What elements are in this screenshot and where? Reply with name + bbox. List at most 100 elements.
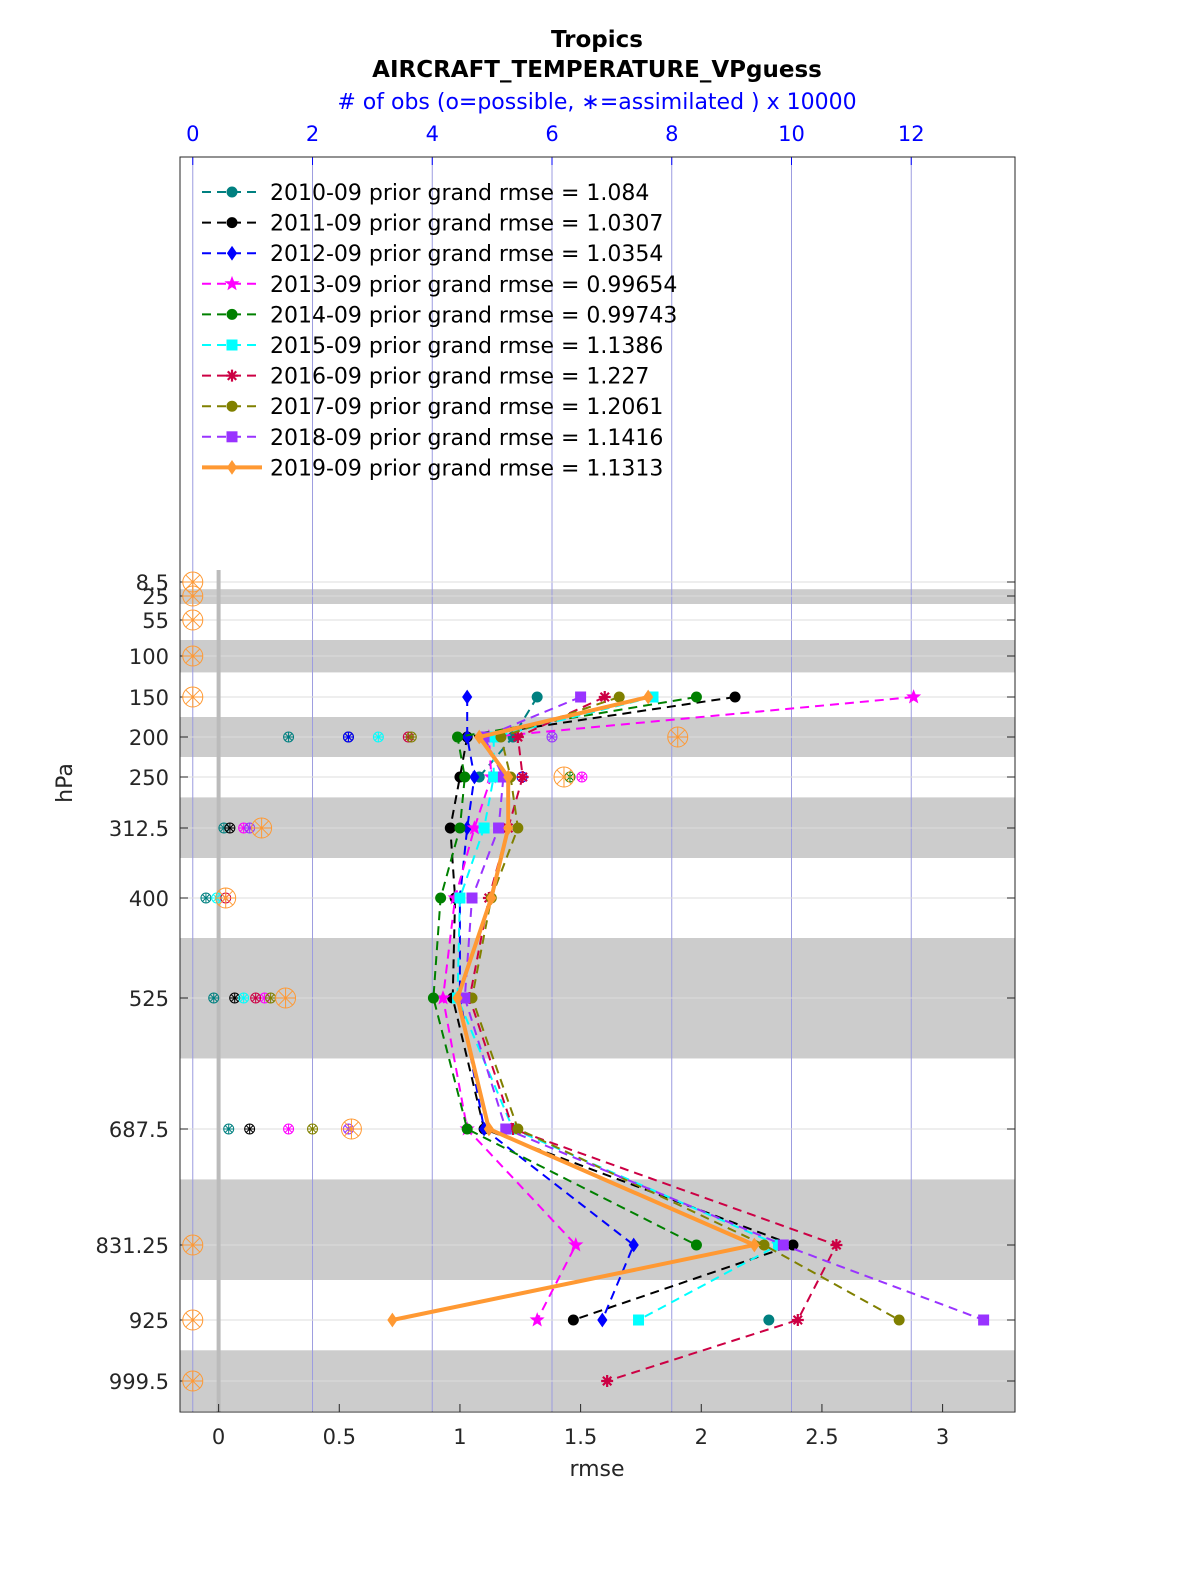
obs-count-marker bbox=[576, 771, 588, 783]
obs-count-marker bbox=[340, 1118, 362, 1140]
obs-assimilated-asterisk bbox=[373, 732, 384, 742]
data-point bbox=[461, 1123, 473, 1135]
obs-assimilated-asterisk bbox=[229, 993, 240, 1003]
legend-entry-label: 2012-09 prior grand rmse = 1.0354 bbox=[270, 242, 663, 267]
data-point bbox=[690, 691, 702, 703]
data-point bbox=[568, 1237, 584, 1252]
data-point bbox=[512, 1123, 524, 1135]
data-point bbox=[598, 691, 611, 703]
data-point bbox=[435, 892, 447, 904]
legend-marker bbox=[226, 217, 238, 229]
data-point bbox=[830, 1239, 843, 1251]
obs-count-marker bbox=[200, 892, 212, 904]
legend-marker bbox=[226, 339, 238, 351]
obs-assimilated-asterisk bbox=[275, 988, 296, 1008]
legend-entry-label: 2010-09 prior grand rmse = 1.084 bbox=[270, 181, 649, 206]
obs-count-marker bbox=[307, 1123, 319, 1135]
obs-count-marker bbox=[182, 585, 204, 607]
legend-marker bbox=[226, 460, 238, 475]
obs-count-marker bbox=[182, 609, 204, 631]
legend-entry-label: 2013-09 prior grand rmse = 0.99654 bbox=[270, 273, 677, 298]
data-point bbox=[469, 769, 480, 785]
shaded-band bbox=[180, 1179, 1015, 1280]
data-point bbox=[633, 1314, 645, 1326]
top-axis-tick-label: 6 bbox=[545, 122, 558, 146]
legend-entry-label: 2015-09 prior grand rmse = 1.1386 bbox=[270, 334, 663, 359]
obs-count-marker bbox=[283, 1123, 295, 1135]
data-point bbox=[749, 1237, 760, 1253]
data-point bbox=[978, 1314, 990, 1326]
obs-assimilated-asterisk bbox=[182, 1235, 203, 1255]
data-point bbox=[503, 769, 514, 785]
obs-assimilated-asterisk bbox=[259, 993, 270, 1003]
obs-assimilated-asterisk bbox=[208, 993, 219, 1003]
data-point bbox=[427, 992, 439, 1004]
data-point bbox=[511, 731, 524, 743]
data-point bbox=[483, 1121, 495, 1137]
obs-count-marker bbox=[250, 992, 262, 1004]
data-point bbox=[787, 1239, 799, 1251]
top-axis-tick-label: 4 bbox=[426, 122, 439, 146]
legend-marker bbox=[224, 275, 240, 291]
legend-entry-label: 2019-09 prior grand rmse = 1.1313 bbox=[270, 456, 663, 481]
data-point bbox=[763, 1314, 775, 1326]
obs-assimilated-asterisk bbox=[341, 1119, 362, 1139]
data-point bbox=[478, 822, 490, 834]
series-2019-09 bbox=[182, 571, 761, 1392]
data-point bbox=[488, 771, 500, 783]
top-axis-tick-label: 10 bbox=[778, 122, 805, 146]
data-point bbox=[893, 1314, 905, 1326]
obs-assimilated-asterisk bbox=[553, 767, 574, 787]
obs-assimilated-asterisk bbox=[215, 888, 236, 908]
obs-assimilated-asterisk bbox=[547, 732, 558, 742]
top-axis-label: # of obs (o=possible, ∗=assimilated ) x … bbox=[337, 90, 856, 115]
x-axis-tick-label: 1 bbox=[453, 1425, 466, 1449]
x-axis-tick-label: 0 bbox=[212, 1425, 225, 1449]
series-line bbox=[432, 696, 697, 1246]
x-axis-tick-label: 0.5 bbox=[323, 1425, 356, 1449]
data-point bbox=[601, 1375, 614, 1387]
legend: 2010-09 prior grand rmse = 1.084 2011-09 … bbox=[202, 181, 677, 481]
obs-count-marker bbox=[224, 822, 236, 834]
obs-assimilated-asterisk bbox=[200, 893, 211, 903]
y-axis-tick-label: 150 bbox=[129, 686, 169, 710]
data-point bbox=[462, 689, 473, 705]
obs-assimilated-asterisk bbox=[283, 732, 294, 742]
x-axis-tick-label: 2.5 bbox=[805, 1425, 838, 1449]
data-point bbox=[516, 771, 529, 783]
y-axis-tick-label: 8.5 bbox=[136, 571, 169, 595]
data-point bbox=[906, 689, 922, 704]
y-axis-tick-label: 999.5 bbox=[109, 1370, 169, 1394]
series-line bbox=[468, 696, 838, 1382]
y-axis-tick-label: 831.25 bbox=[96, 1234, 169, 1258]
data-point bbox=[503, 820, 514, 836]
obs-count-marker bbox=[405, 731, 417, 743]
obs-count-marker bbox=[275, 987, 297, 1009]
y-axis-tick-label: 312.5 bbox=[109, 817, 169, 841]
obs-count-marker bbox=[667, 726, 689, 748]
y-axis-tick-label: 100 bbox=[129, 645, 169, 669]
x-axis-tick-label: 3 bbox=[936, 1425, 949, 1449]
data-point bbox=[454, 892, 466, 904]
obs-count-marker bbox=[182, 1234, 204, 1256]
obs-assimilated-asterisk bbox=[667, 727, 688, 747]
data-point bbox=[459, 771, 471, 783]
obs-count-marker bbox=[342, 731, 354, 743]
data-point bbox=[628, 1237, 639, 1253]
data-point bbox=[567, 1314, 579, 1326]
data-point bbox=[500, 1123, 512, 1135]
data-point bbox=[466, 892, 478, 904]
obs-count-marker bbox=[238, 992, 250, 1004]
y-axis-tick-label: 525 bbox=[129, 987, 169, 1011]
shaded-band bbox=[180, 589, 1015, 604]
data-point bbox=[493, 822, 505, 834]
legend-entry-label: 2017-09 prior grand rmse = 1.2061 bbox=[270, 395, 663, 420]
data-point bbox=[613, 691, 625, 703]
obs-count-marker bbox=[182, 686, 204, 708]
y-axis-tick-label: 200 bbox=[129, 726, 169, 750]
data-point bbox=[758, 1239, 770, 1251]
legend-marker bbox=[226, 369, 238, 382]
data-point bbox=[529, 1312, 545, 1327]
data-point bbox=[444, 822, 456, 834]
